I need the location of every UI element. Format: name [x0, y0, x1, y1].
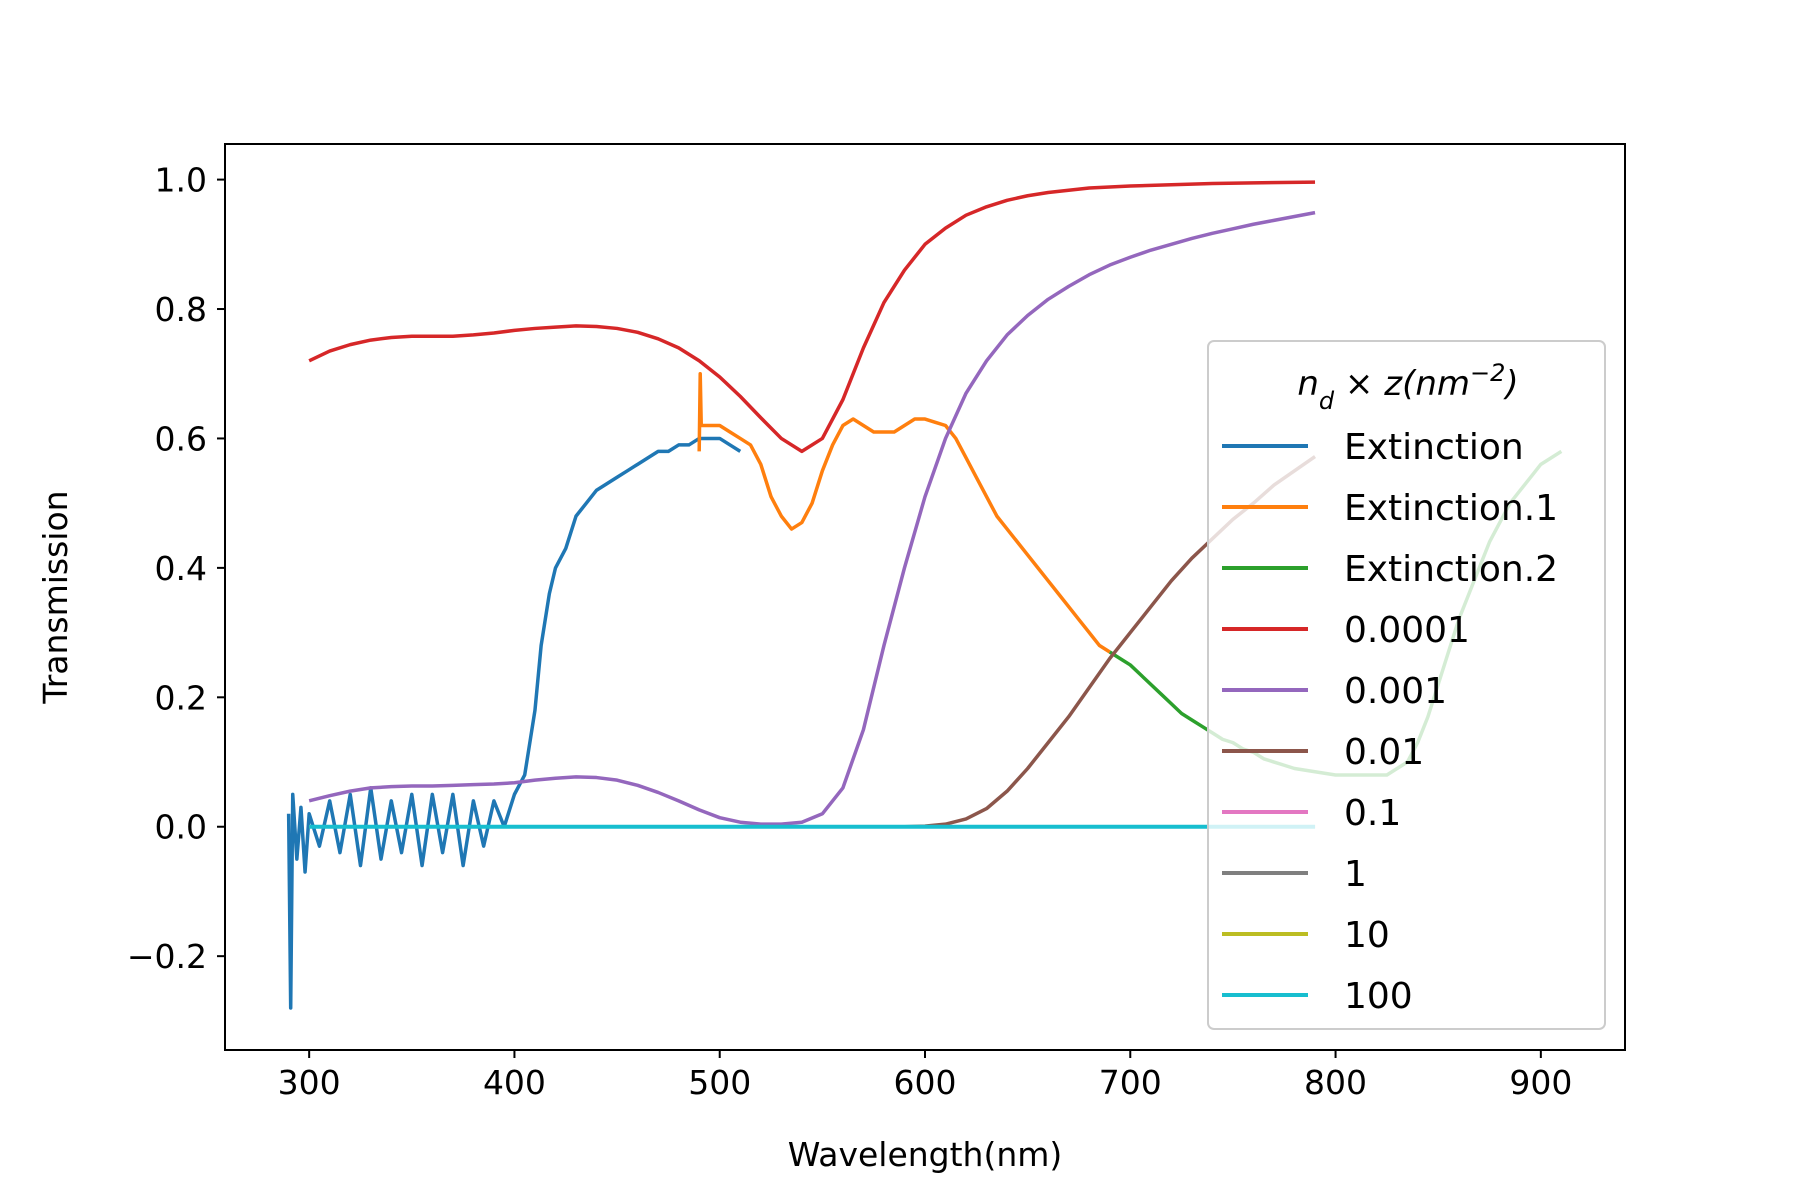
- legend-label-100: 100: [1344, 976, 1413, 1017]
- y-tick-label: 1.0: [155, 161, 207, 200]
- legend-label-extinction: Extinction: [1344, 427, 1524, 468]
- series-line-0-001: [308, 210, 1316, 826]
- x-tick-label: 900: [1509, 1063, 1572, 1102]
- series-line-extinction: [286, 436, 742, 1010]
- legend-label-0-0001: 0.0001: [1344, 610, 1470, 651]
- legend-title-subscript: d: [1319, 387, 1335, 415]
- legend-title-end: ): [1502, 364, 1518, 404]
- y-axis-ticks: −0.2 0.0 0.2 0.4 0.6 0.8 1.0: [127, 161, 225, 976]
- legend-label-0-01: 0.01: [1344, 732, 1424, 773]
- series-group: [286, 180, 1563, 1010]
- legend-label-10: 10: [1344, 915, 1390, 956]
- legend-items: Extinction Extinction.1 Extinction.2 0.0001…: [1222, 427, 1558, 1017]
- series-line-0-01: [309, 455, 1317, 829]
- legend-label-1: 1: [1344, 854, 1367, 895]
- x-tick-label: 300: [278, 1063, 341, 1102]
- y-tick-label: 0.8: [155, 290, 207, 329]
- legend: nd × z(nm−2) ExtinctionExtinction.1Extin…: [1207, 340, 1606, 1030]
- legend-title-base: n: [1297, 364, 1319, 404]
- y-tick-label: 0.4: [155, 549, 207, 588]
- x-tick-label: 700: [1099, 1063, 1162, 1102]
- y-tick-label: 0.0: [155, 808, 207, 847]
- series-line-extinction-1: [697, 371, 1111, 654]
- x-tick-label: 600: [894, 1063, 957, 1102]
- legend-label-extinction-1: Extinction.1: [1344, 488, 1558, 529]
- x-axis-label: Wavelength(nm): [788, 1135, 1063, 1174]
- x-tick-label: 500: [688, 1063, 751, 1102]
- legend-title-superscript: −2: [1470, 359, 1505, 387]
- y-tick-label: −0.2: [127, 937, 207, 976]
- x-tick-label: 400: [483, 1063, 546, 1102]
- legend-title-middle: × z(nm: [1334, 364, 1470, 404]
- y-axis-label: Transmission: [36, 490, 75, 704]
- x-tick-label: 800: [1304, 1063, 1367, 1102]
- legend-label-extinction-2: Extinction.2: [1344, 549, 1558, 590]
- y-tick-label: 0.6: [155, 419, 207, 458]
- legend-box: [1207, 340, 1606, 1030]
- legend-label-0-001: 0.001: [1344, 671, 1447, 712]
- y-tick-label: 0.2: [155, 678, 207, 717]
- series-line-0-0001: [308, 180, 1316, 454]
- x-axis-ticks: 300 400 500 600 700 800 900: [278, 1050, 1572, 1102]
- legend-label-0-1: 0.1: [1344, 793, 1401, 834]
- legend-title: nd × z(nm−2): [1297, 359, 1518, 415]
